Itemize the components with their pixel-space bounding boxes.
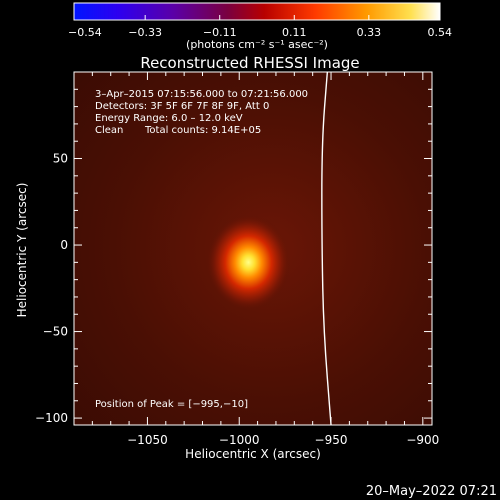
annotation-energy-range: Energy Range: 6.0 – 12.0 keV (95, 113, 243, 124)
colorbar-tick-label: −0.11 (203, 26, 237, 39)
annotation-peak-position: Position of Peak = [−995,−10] (95, 399, 248, 410)
x-axis: −1050 −1000 −950 −900 (91, 72, 439, 447)
colorbar-tick-label: 0.33 (357, 26, 382, 39)
colorbar-ticks: −0.54 −0.33 −0.11 0.11 0.33 0.54 (68, 15, 452, 39)
y-axis: 50 0 −50 −100 (35, 88, 432, 425)
footer-timestamp: 20–May–2022 07:21 (366, 484, 497, 499)
annotation-clean: Clean (95, 125, 123, 136)
colorbar-tick-label: −0.33 (128, 26, 162, 39)
colorbar-tick-label: 0.54 (428, 26, 453, 39)
x-tick-label: −1000 (219, 433, 260, 447)
solar-limb-contour (321, 72, 332, 425)
info-annotations: 3–Apr–2015 07:15:56.000 to 07:21:56.000 … (95, 89, 308, 410)
colorbar-tick-label: 0.11 (282, 26, 307, 39)
chart-title: Reconstructed RHESSI Image (140, 54, 359, 72)
y-tick-label: 0 (60, 238, 68, 252)
y-axis-label: Heliocentric Y (arcsec) (15, 183, 29, 318)
y-tick-label: −100 (35, 411, 68, 425)
colorbar-tick-label: −0.54 (68, 26, 102, 39)
x-axis-label: Heliocentric X (arcsec) (185, 447, 321, 461)
colorbar-gradient (73, 2, 441, 21)
y-tick-label: −50 (43, 325, 68, 339)
colorbar-units-label: (photons cm⁻² s⁻¹ asec⁻²) (186, 38, 328, 51)
annotation-time-range: 3–Apr–2015 07:15:56.000 to 07:21:56.000 (95, 89, 308, 100)
y-tick-label: 50 (53, 152, 68, 166)
flare-source (206, 214, 291, 311)
x-tick-label: −950 (315, 433, 348, 447)
annotation-total-counts: Total counts: 9.14E+05 (144, 125, 261, 136)
x-tick-label: −1050 (127, 433, 168, 447)
plot-frame (73, 71, 433, 426)
colorbar: −0.54 −0.33 −0.11 0.11 0.33 0.54 (photons cm⁻… (68, 2, 452, 51)
plot-area: −1050 −1000 −950 −900 50 0 −50 −100 3–Apr–2015… (35, 71, 439, 447)
x-tick-label: −900 (406, 433, 439, 447)
annotation-detectors: Detectors: 3F 5F 6F 7F 8F 9F, Att 0 (95, 101, 269, 112)
